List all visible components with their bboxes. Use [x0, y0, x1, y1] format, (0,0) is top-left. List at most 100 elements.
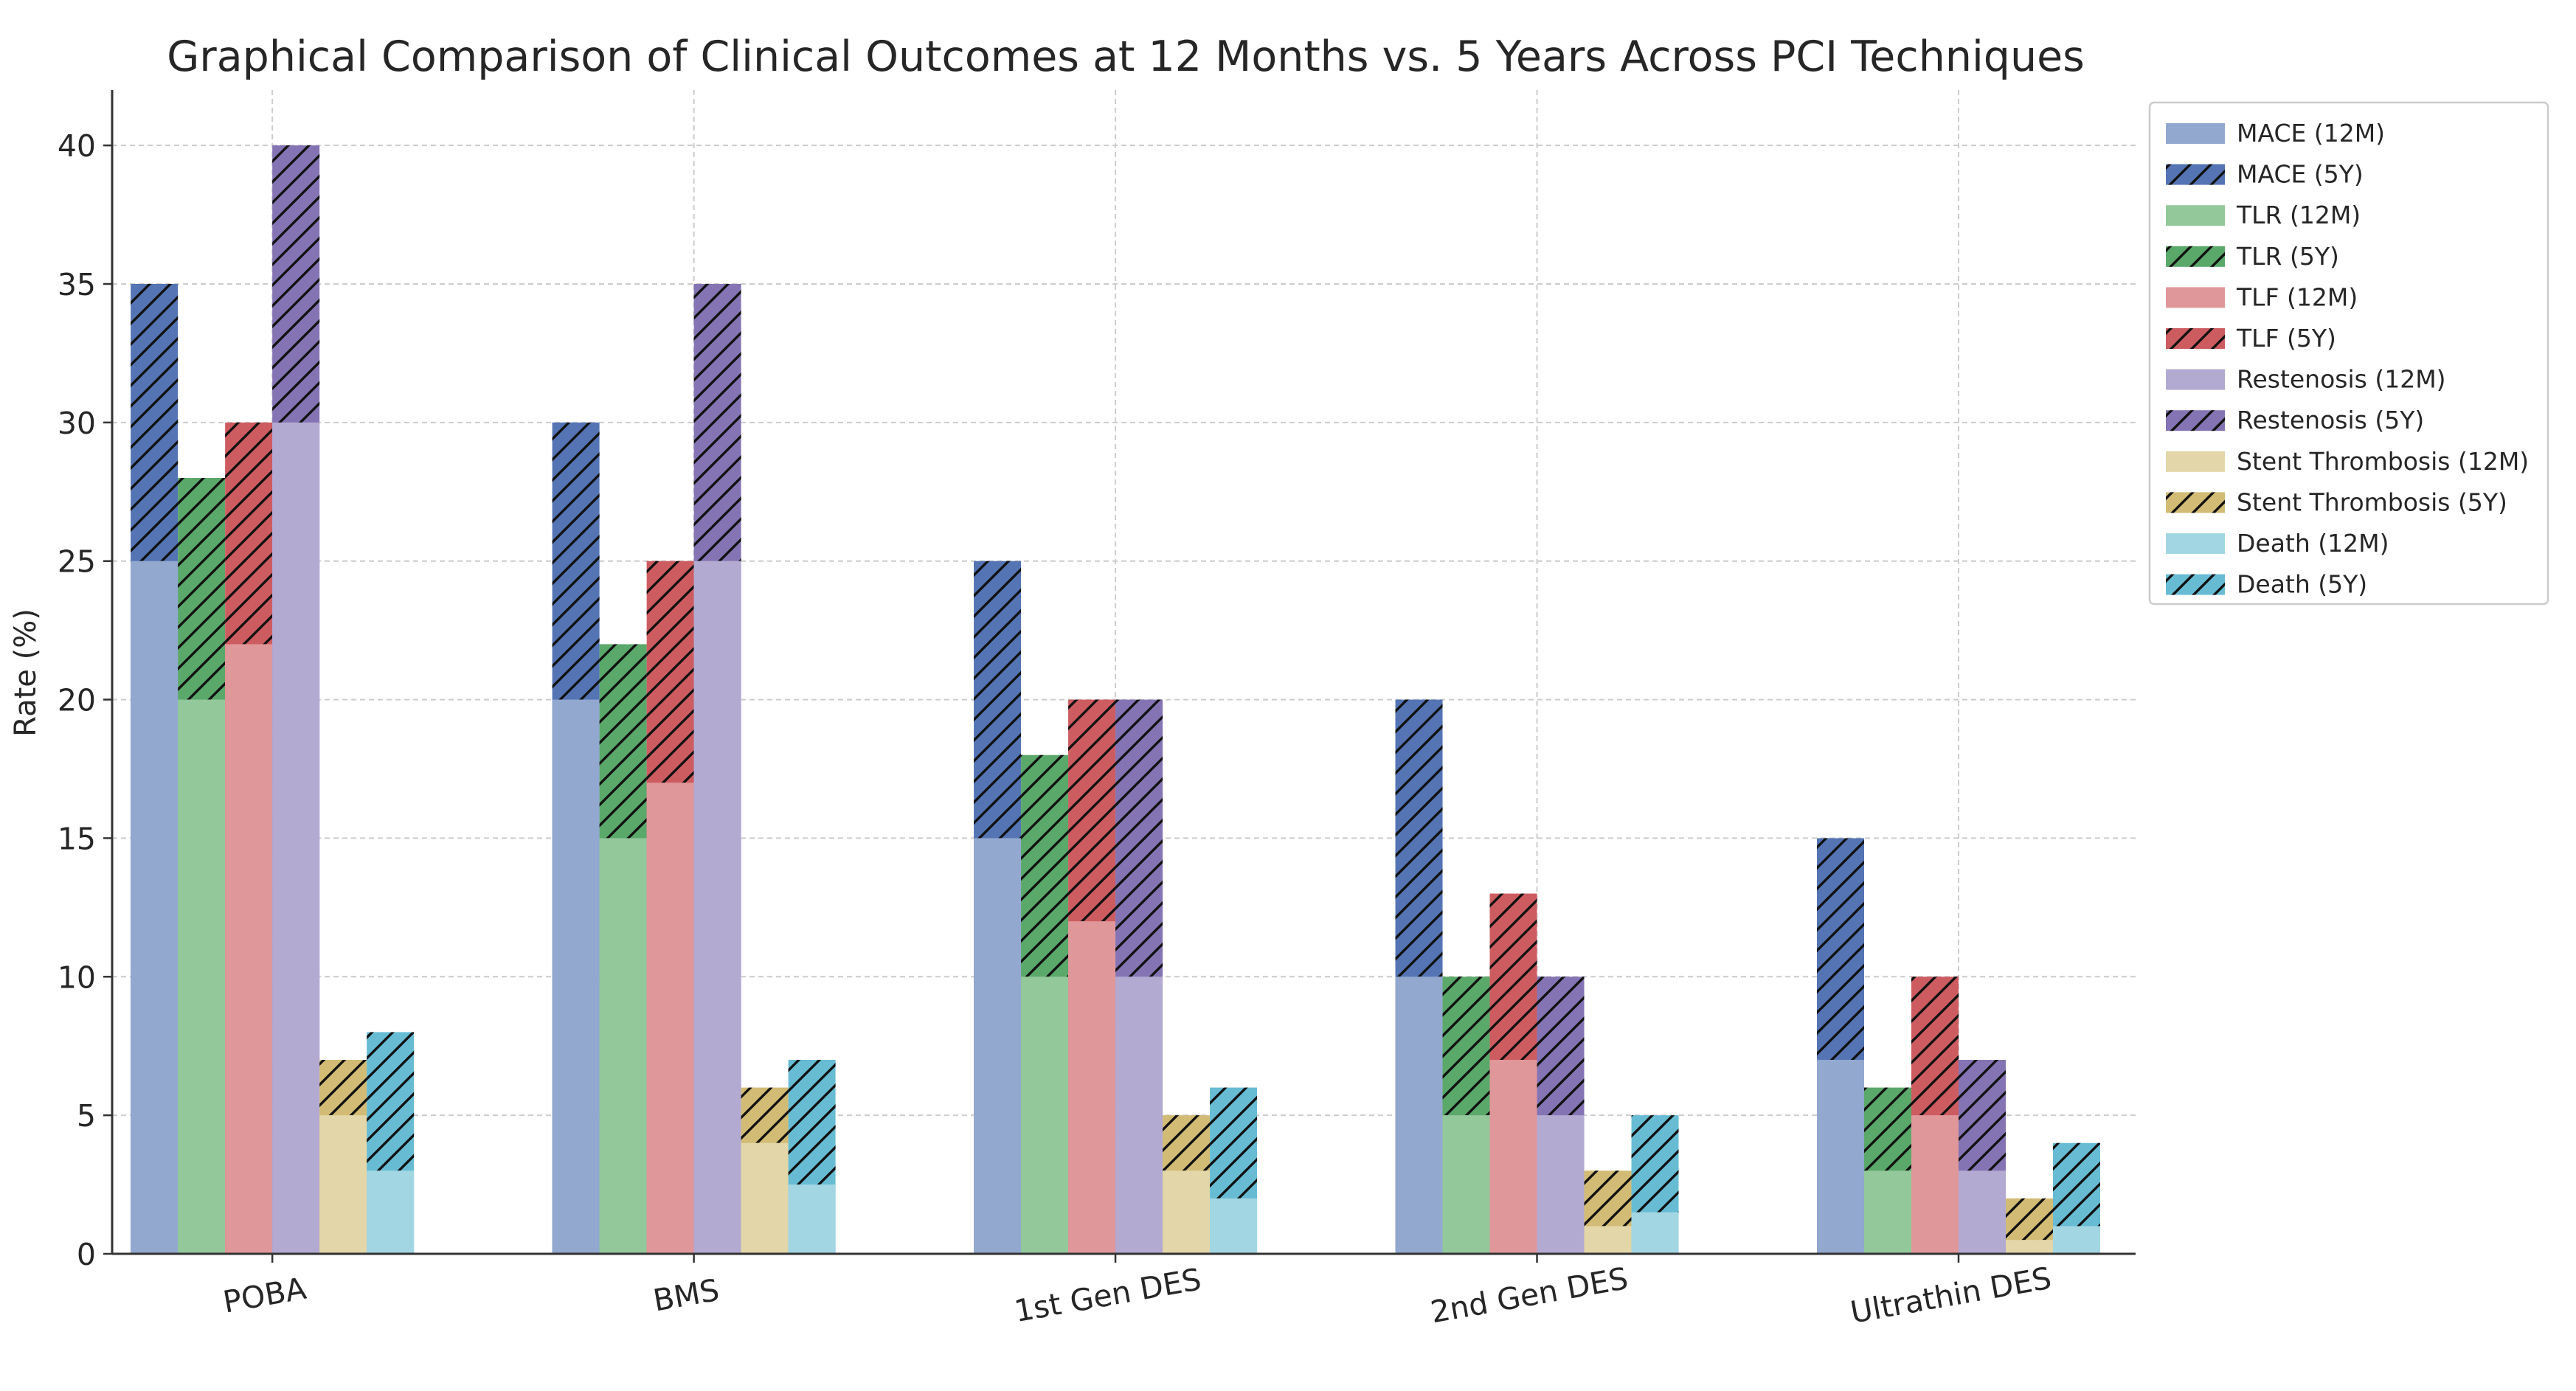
- legend-label: MACE (12M): [2237, 119, 2385, 148]
- bar-tlf-12m: [646, 783, 694, 1254]
- bar-hatch-5y: [367, 1032, 415, 1171]
- bar-hatch-5y: [1163, 1115, 1211, 1171]
- legend-swatch: [2166, 123, 2225, 144]
- bar-death-12m: [367, 1170, 415, 1254]
- y-tick-label: 30: [58, 406, 96, 441]
- bar-hatch-5y: [1395, 699, 1443, 977]
- bar-tlr-12m: [1442, 1115, 1490, 1254]
- bar-mace-12m: [1816, 1060, 1864, 1254]
- bar-hatch-5y: [1442, 977, 1490, 1116]
- bar-hatch-5y: [1115, 699, 1163, 977]
- legend-label: TLR (12M): [2236, 201, 2361, 229]
- bar-tlr-12m: [1021, 977, 1069, 1254]
- legend-swatch: [2166, 451, 2225, 472]
- bar-hatch-5y: [1210, 1087, 1258, 1199]
- y-tick-label: 25: [58, 544, 96, 580]
- bar-tlr-12m: [1863, 1170, 1911, 1254]
- bar-hatch-5y: [1816, 838, 1864, 1060]
- bar-hatch-5y: [2005, 1198, 2053, 1241]
- y-tick-label: 40: [58, 128, 96, 164]
- bar-stent-thrombosis-12m: [319, 1115, 367, 1254]
- bar-death-12m: [2052, 1226, 2100, 1254]
- x-tick-label: 2nd Gen DES: [1428, 1260, 1631, 1330]
- legend-label: TLF (5Y): [2236, 324, 2336, 353]
- legend-label: Death (12M): [2237, 529, 2389, 558]
- bar-hatch-5y: [1584, 1170, 1632, 1227]
- legend-swatch: [2166, 533, 2225, 554]
- bar-restenosis-12m: [693, 561, 741, 1254]
- bar-hatch-5y: [1958, 1060, 2006, 1171]
- bar-hatch-5y: [741, 1087, 789, 1143]
- bar-hatch-5y: [1911, 977, 1959, 1116]
- bar-hatch-5y: [225, 422, 273, 645]
- legend-label: Restenosis (12M): [2237, 365, 2446, 394]
- bar-death-12m: [788, 1184, 836, 1254]
- bar-tlf-12m: [225, 644, 273, 1254]
- bar-tlr-12m: [178, 699, 226, 1254]
- y-tick-label: 35: [58, 267, 96, 302]
- bar-stent-thrombosis-12m: [2005, 1240, 2053, 1254]
- legend-label: Stent Thrombosis (5Y): [2237, 488, 2507, 516]
- legend-swatch-hatch: [2166, 164, 2225, 185]
- legend-swatch: [2166, 287, 2225, 308]
- bar-hatch-5y: [131, 284, 179, 561]
- bar-hatch-5y: [1863, 1087, 1911, 1171]
- bar-restenosis-12m: [1958, 1170, 2006, 1254]
- bar-hatch-5y: [178, 478, 226, 700]
- legend: MACE (12M) MACE (5Y) TLR (12M) TLR (5Y) TLF …: [2148, 101, 2549, 606]
- bar-hatch-5y: [552, 422, 600, 700]
- bar-mace-12m: [552, 699, 600, 1254]
- legend-swatch-hatch: [2166, 246, 2225, 267]
- y-tick-label: 5: [77, 1098, 96, 1134]
- y-tick-label: 10: [58, 960, 96, 995]
- legend-label: Stent Thrombosis (12M): [2237, 447, 2529, 476]
- x-tick-label: 1st Gen DES: [1011, 1261, 1204, 1329]
- legend-swatch-hatch: [2166, 410, 2225, 431]
- bar-hatch-5y: [319, 1060, 367, 1116]
- bar-restenosis-12m: [1537, 1115, 1585, 1254]
- y-tick-label: 15: [58, 821, 96, 856]
- x-tick-label: BMS: [651, 1272, 722, 1319]
- bar-hatch-5y: [693, 284, 741, 561]
- chart-title: Graphical Comparison of Clinical Outcome…: [167, 32, 2085, 81]
- legend-swatch-hatch: [2166, 328, 2225, 349]
- y-axis-label: Rate (%): [9, 608, 43, 737]
- x-tick-label: Ultrathin DES: [1848, 1260, 2054, 1331]
- bar-hatch-5y: [1068, 699, 1116, 922]
- legend-label: TLR (5Y): [2236, 242, 2339, 271]
- bar-hatch-5y: [1021, 755, 1069, 977]
- legend-label: Death (5Y): [2237, 570, 2367, 599]
- bar-death-12m: [1631, 1212, 1679, 1254]
- legend-swatch: [2166, 369, 2225, 390]
- bar-mace-12m: [131, 561, 179, 1254]
- bar-hatch-5y: [599, 644, 647, 839]
- legend-swatch: [2166, 205, 2225, 226]
- bar-hatch-5y: [788, 1060, 836, 1185]
- y-tick-label: 0: [77, 1237, 96, 1272]
- legend-label: TLF (12M): [2236, 282, 2358, 311]
- bar-death-12m: [1210, 1198, 1258, 1254]
- bar-stent-thrombosis-12m: [1584, 1226, 1632, 1254]
- bar-hatch-5y: [1489, 893, 1537, 1060]
- bar-restenosis-12m: [1115, 977, 1163, 1254]
- legend-swatch-hatch: [2166, 492, 2225, 513]
- legend-box: [2148, 101, 2549, 606]
- legend-label: MACE (5Y): [2237, 160, 2364, 189]
- bar-tlf-12m: [1068, 921, 1116, 1254]
- bar-mace-12m: [974, 838, 1022, 1254]
- bar-hatch-5y: [1631, 1115, 1679, 1213]
- bar-hatch-5y: [974, 561, 1022, 839]
- legend-swatch-hatch: [2166, 574, 2225, 595]
- x-tick-label: POBA: [221, 1271, 309, 1320]
- bar-restenosis-12m: [272, 422, 320, 1254]
- bar-hatch-5y: [2052, 1142, 2100, 1227]
- bar-stent-thrombosis-12m: [741, 1142, 789, 1254]
- bar-tlf-12m: [1489, 1060, 1537, 1254]
- y-tick-label: 20: [58, 683, 96, 718]
- legend-label: Restenosis (5Y): [2237, 406, 2424, 434]
- bar-stent-thrombosis-12m: [1163, 1170, 1211, 1254]
- bar-hatch-5y: [646, 561, 694, 783]
- bar-tlr-12m: [599, 838, 647, 1254]
